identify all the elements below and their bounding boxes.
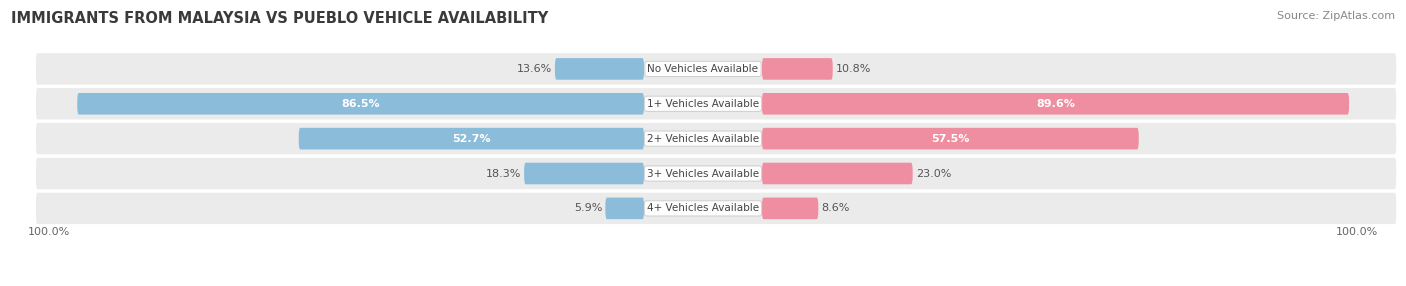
Text: 100.0%: 100.0% (1336, 227, 1378, 237)
Text: 18.3%: 18.3% (485, 168, 520, 178)
Text: 100.0%: 100.0% (28, 227, 70, 237)
FancyBboxPatch shape (35, 191, 1398, 225)
FancyBboxPatch shape (35, 52, 1398, 86)
FancyBboxPatch shape (77, 93, 644, 115)
FancyBboxPatch shape (762, 163, 912, 184)
Text: 3+ Vehicles Available: 3+ Vehicles Available (647, 168, 759, 178)
Text: 52.7%: 52.7% (453, 134, 491, 144)
Text: 2+ Vehicles Available: 2+ Vehicles Available (647, 134, 759, 144)
Text: 4+ Vehicles Available: 4+ Vehicles Available (647, 203, 759, 213)
Text: 89.6%: 89.6% (1036, 99, 1076, 109)
Text: 8.6%: 8.6% (821, 203, 851, 213)
FancyBboxPatch shape (35, 87, 1398, 121)
FancyBboxPatch shape (606, 198, 644, 219)
Text: No Vehicles Available: No Vehicles Available (648, 64, 758, 74)
FancyBboxPatch shape (35, 156, 1398, 190)
FancyBboxPatch shape (555, 58, 644, 80)
Text: 1+ Vehicles Available: 1+ Vehicles Available (647, 99, 759, 109)
FancyBboxPatch shape (762, 58, 832, 80)
Text: 10.8%: 10.8% (837, 64, 872, 74)
FancyBboxPatch shape (762, 128, 1139, 150)
Text: Source: ZipAtlas.com: Source: ZipAtlas.com (1277, 11, 1395, 21)
FancyBboxPatch shape (762, 93, 1348, 115)
Text: IMMIGRANTS FROM MALAYSIA VS PUEBLO VEHICLE AVAILABILITY: IMMIGRANTS FROM MALAYSIA VS PUEBLO VEHIC… (11, 11, 548, 26)
FancyBboxPatch shape (762, 198, 818, 219)
Text: 57.5%: 57.5% (931, 134, 970, 144)
FancyBboxPatch shape (35, 122, 1398, 156)
Text: 13.6%: 13.6% (516, 64, 551, 74)
Text: 86.5%: 86.5% (342, 99, 380, 109)
FancyBboxPatch shape (298, 128, 644, 150)
Text: 5.9%: 5.9% (574, 203, 602, 213)
FancyBboxPatch shape (524, 163, 644, 184)
Text: 23.0%: 23.0% (915, 168, 952, 178)
